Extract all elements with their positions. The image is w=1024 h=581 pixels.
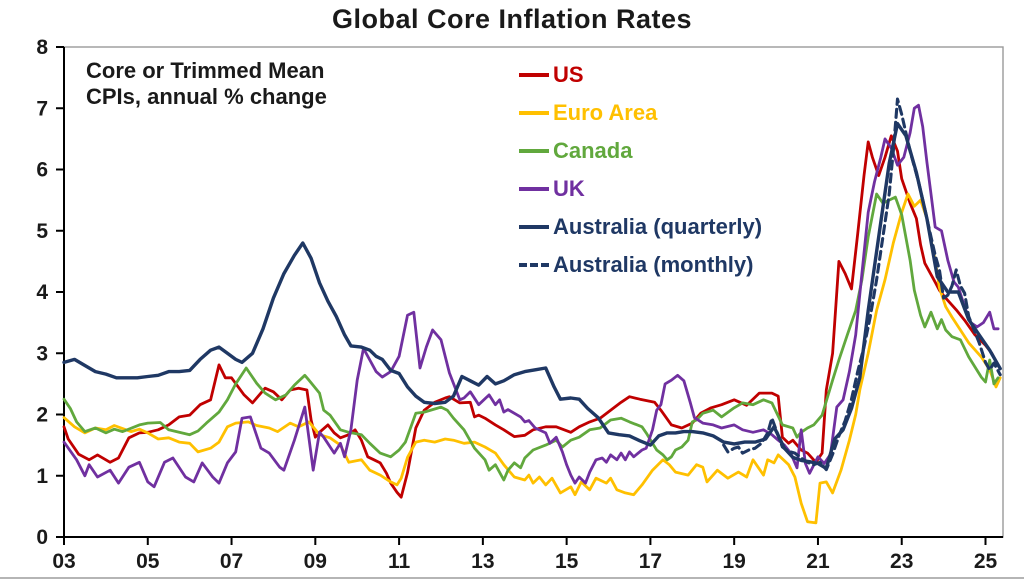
y-tick-label: 1 — [36, 465, 48, 488]
x-tick-label: 23 — [890, 550, 913, 573]
x-tick-label: 11 — [388, 550, 411, 573]
y-tick-label: 0 — [36, 526, 48, 549]
x-tick-label: 21 — [806, 550, 830, 573]
legend-swatch-uk — [519, 187, 549, 191]
legend-label-australia-quarterly: Australia (quarterly) — [553, 214, 763, 239]
y-tick-label: 8 — [36, 36, 48, 59]
x-tick-label: 15 — [555, 550, 579, 573]
legend-label-canada: Canada — [553, 138, 633, 163]
legend-item-euro-area: Euro Area — [519, 94, 762, 132]
legend-swatch-australia-monthly — [519, 263, 549, 267]
y-tick-label: 2 — [36, 404, 48, 427]
legend-item-australia-monthly: Australia (monthly) — [519, 246, 762, 284]
y-tick-label: 6 — [36, 159, 48, 182]
y-tick-label: 5 — [36, 220, 48, 243]
x-tick-label: 09 — [304, 550, 327, 573]
legend-item-canada: Canada — [519, 132, 762, 170]
annotation-line-1: Core or Trimmed Mean — [86, 58, 325, 83]
series-line-euro-area — [62, 192, 1002, 525]
x-tick-label: 17 — [639, 550, 662, 573]
legend-swatch-australia-quarterly — [519, 225, 549, 229]
legend-item-australia-quarterly: Australia (quarterly) — [519, 208, 762, 246]
legend-item-us: US — [519, 56, 762, 94]
series-line-canada — [62, 192, 1000, 482]
x-tick-label: 03 — [52, 550, 75, 573]
annotation-line-2: CPIs, annual % change — [86, 84, 327, 109]
legend-swatch-us — [519, 73, 549, 77]
series-line-australia-monthly — [722, 97, 1002, 472]
y-tick-label: 3 — [36, 342, 48, 365]
legend-swatch-euro-area — [519, 111, 549, 115]
x-tick-label: 07 — [220, 550, 243, 573]
legend-swatch-canada — [519, 149, 549, 153]
legend-label-us: US — [553, 62, 584, 87]
legend-label-uk: UK — [553, 176, 585, 201]
x-tick-label: 13 — [471, 550, 494, 573]
legend-label-euro-area: Euro Area — [553, 100, 658, 125]
chart-annotation: Core or Trimmed Mean CPIs, annual % chan… — [86, 58, 327, 110]
series-line-us — [62, 134, 1000, 499]
legend-label-australia-monthly: Australia (monthly) — [553, 252, 754, 277]
y-tick-label: 7 — [36, 97, 48, 120]
y-tick-label: 4 — [36, 281, 48, 304]
x-tick-label: 25 — [974, 550, 998, 573]
legend-item-uk: UK — [519, 170, 762, 208]
legend: US Euro Area Canada UK Australia (quarterly)… — [519, 56, 762, 284]
chart-title: Global Core Inflation Rates — [331, 4, 693, 34]
x-tick-label: 19 — [723, 550, 746, 573]
bottom-divider — [0, 577, 1024, 579]
series-line-uk — [62, 103, 1000, 489]
x-tick-label: 05 — [136, 550, 160, 573]
